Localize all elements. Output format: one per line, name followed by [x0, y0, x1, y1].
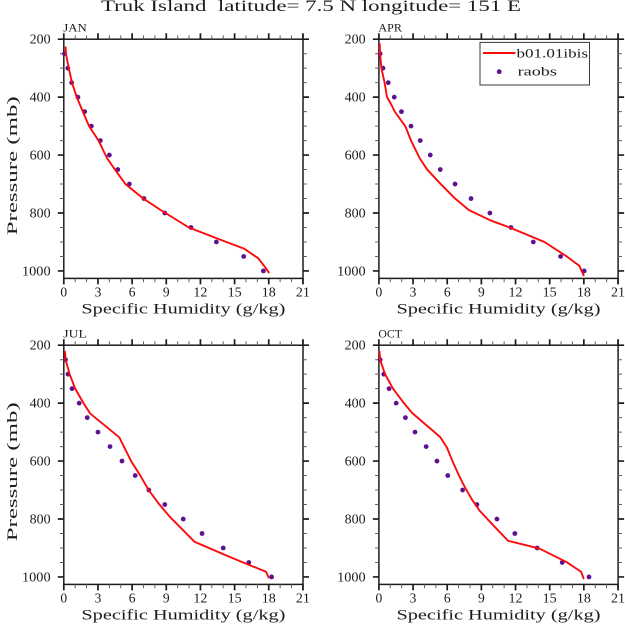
svg-text:6: 6	[129, 285, 136, 300]
svg-text:200: 200	[345, 338, 366, 353]
svg-text:600: 600	[345, 453, 366, 468]
svg-text:600: 600	[30, 453, 51, 468]
svg-text:Specific Humidity (g/kg): Specific Humidity (g/kg)	[81, 302, 285, 318]
svg-text:0: 0	[60, 285, 67, 300]
svg-text:800: 800	[30, 511, 51, 526]
svg-text:6: 6	[129, 591, 136, 606]
svg-text:3: 3	[95, 285, 102, 300]
svg-text:Pressure (mb): Pressure (mb)	[5, 96, 21, 235]
svg-text:600: 600	[345, 147, 366, 162]
svg-text:18: 18	[577, 285, 591, 300]
svg-text:200: 200	[30, 32, 51, 47]
svg-text:21: 21	[296, 591, 310, 606]
svg-text:3: 3	[410, 591, 417, 606]
svg-text:Specific Humidity (g/kg): Specific Humidity (g/kg)	[81, 608, 285, 624]
svg-text:1000: 1000	[22, 263, 51, 278]
svg-text:800: 800	[345, 205, 366, 220]
svg-text:400: 400	[30, 396, 51, 411]
svg-text:21: 21	[611, 591, 625, 606]
svg-text:APR: APR	[378, 21, 402, 35]
svg-text:15: 15	[228, 285, 242, 300]
svg-text:b01.01ibis: b01.01ibis	[517, 45, 589, 60]
svg-text:Pressure (mb): Pressure (mb)	[5, 402, 21, 541]
svg-text:Specific Humidity (g/kg): Specific Humidity (g/kg)	[397, 608, 601, 624]
svg-text:3: 3	[95, 591, 102, 606]
svg-text:0: 0	[376, 285, 383, 300]
svg-text:18: 18	[262, 591, 276, 606]
svg-text:800: 800	[345, 511, 366, 526]
svg-text:21: 21	[611, 285, 625, 300]
svg-text:Specific Humidity (g/kg): Specific Humidity (g/kg)	[397, 302, 601, 318]
svg-text:3: 3	[410, 285, 417, 300]
svg-text:9: 9	[163, 285, 170, 300]
svg-text:18: 18	[262, 285, 276, 300]
svg-text:200: 200	[30, 338, 51, 353]
svg-text:raobs: raobs	[518, 64, 557, 79]
svg-text:JUL: JUL	[63, 327, 87, 341]
svg-text:9: 9	[163, 591, 170, 606]
svg-text:15: 15	[228, 591, 242, 606]
svg-text:400: 400	[30, 90, 51, 105]
svg-text:1000: 1000	[337, 569, 366, 584]
svg-text:21: 21	[296, 285, 310, 300]
svg-text:18: 18	[577, 591, 591, 606]
svg-text:9: 9	[478, 285, 485, 300]
svg-text:600: 600	[30, 147, 51, 162]
svg-text:12: 12	[193, 591, 207, 606]
svg-text:15: 15	[543, 285, 557, 300]
svg-text:1000: 1000	[337, 263, 366, 278]
svg-text:6: 6	[444, 591, 451, 606]
svg-text:12: 12	[193, 285, 207, 300]
svg-text:OCT: OCT	[378, 327, 402, 341]
svg-text:6: 6	[444, 285, 451, 300]
svg-text:800: 800	[30, 205, 51, 220]
svg-text:15: 15	[543, 591, 557, 606]
svg-text:Truk Island latitude= 7.5 N l: Truk Island latitude= 7.5 N longitude= 1…	[101, 0, 521, 15]
svg-text:0: 0	[376, 591, 383, 606]
svg-text:JAN: JAN	[63, 21, 87, 35]
svg-text:400: 400	[345, 90, 366, 105]
svg-text:9: 9	[478, 591, 485, 606]
svg-text:12: 12	[509, 591, 523, 606]
svg-text:1000: 1000	[22, 569, 51, 584]
svg-text:0: 0	[60, 591, 67, 606]
svg-text:400: 400	[345, 396, 366, 411]
svg-text:200: 200	[345, 32, 366, 47]
svg-text:12: 12	[509, 285, 523, 300]
